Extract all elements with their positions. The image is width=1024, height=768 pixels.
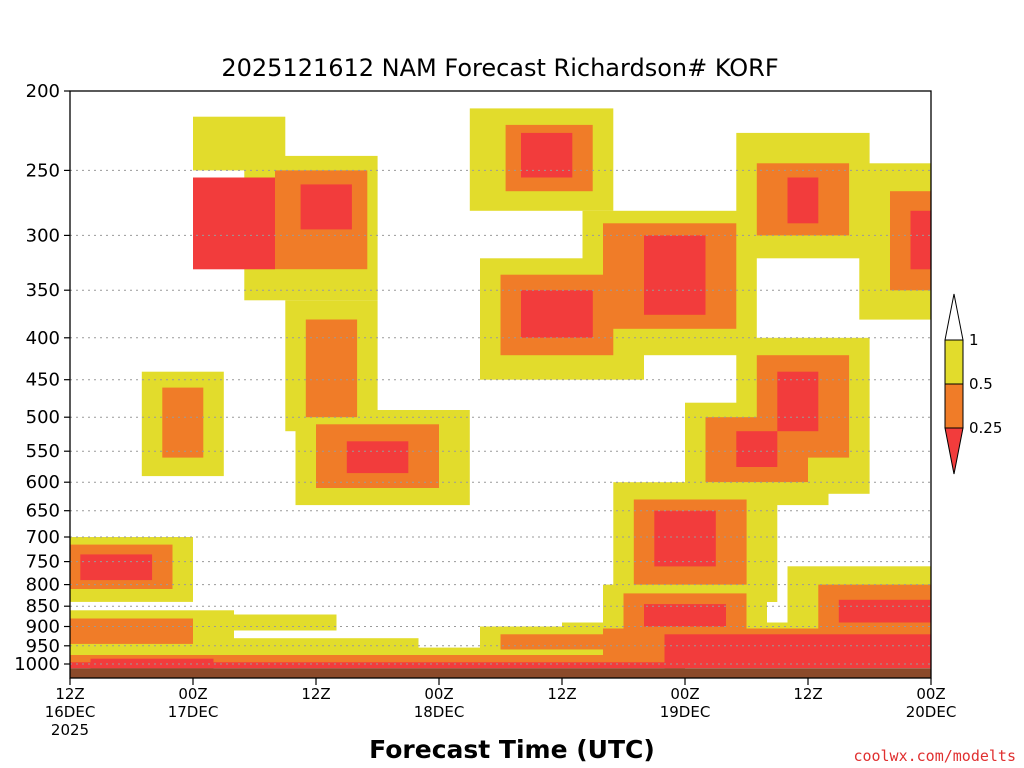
x-tick-label: 00Z	[916, 685, 945, 703]
x-tick-label: 00Z	[178, 685, 207, 703]
heatmap-cell-mid	[70, 618, 193, 644]
y-axis: 200 250 300 350 400 450 500 550 600 650 700 7508008…	[14, 81, 70, 675]
legend: 1 0.5 0.25	[944, 293, 1002, 475]
y-tick-label: 900	[26, 617, 60, 638]
heatmap-cell-low	[644, 604, 726, 627]
y-tick-label: 850	[26, 596, 60, 617]
legend-level-label: 0.5	[969, 375, 993, 393]
x-tick-label: 20DEC	[906, 703, 957, 721]
y-tick-label: 250	[26, 160, 60, 181]
credit-text: coolwx.com/modelts	[853, 747, 1016, 765]
y-tick-label: 550	[26, 441, 60, 462]
legend-swatch-0.5-1	[944, 339, 964, 385]
x-tick-label: 00Z	[424, 685, 453, 703]
y-tick-label: 200	[26, 81, 60, 102]
heatmap-cell-low	[664, 634, 931, 669]
y-tick-label: 700	[26, 527, 60, 548]
legend-swatch-below-0.25	[944, 427, 964, 475]
heatmap-cell-low	[777, 371, 819, 432]
x-tick-label: 12Z	[55, 685, 84, 703]
heatmap-cell-mid	[305, 319, 358, 418]
heatmap-cell-low	[90, 658, 214, 669]
plot-frame	[69, 90, 932, 679]
chart-title: 2025121612 NAM Forecast Richardson# KORF	[221, 54, 778, 82]
ground-fill	[70, 668, 931, 678]
y-tick-label: 1000	[14, 654, 60, 675]
x-tick-label: 12Z	[547, 685, 576, 703]
heatmap-cell-low	[838, 599, 931, 623]
y-tick-label: 400	[26, 328, 60, 349]
y-tick-label: 650	[26, 501, 60, 522]
x-tick-label: 2025	[51, 721, 89, 739]
heatmap-cell-low	[787, 177, 819, 224]
x-tick-label: 17DEC	[168, 703, 219, 721]
heatmap-cell-mid	[162, 387, 204, 458]
ground-band	[70, 668, 931, 678]
heatmap-cell-mid	[70, 655, 685, 663]
heatmap-cell-low	[654, 510, 716, 567]
legend-swatch-0.25-0.5	[944, 383, 964, 429]
plot-area: 200 250 300 350 400 450 500 550 600 650 700 7508008…	[14, 81, 956, 739]
y-tick-label: 800	[26, 575, 60, 596]
x-tick-label: 00Z	[670, 685, 699, 703]
y-tick-label: 450	[26, 370, 60, 391]
legend-level-label: 0.25	[969, 419, 1002, 437]
y-tick-label: 750	[26, 552, 60, 573]
heatmap-cell-low	[910, 210, 931, 270]
heatmap-cell-low	[521, 290, 593, 338]
x-tick-label: 16DEC	[45, 703, 96, 721]
x-tick-label: 18DEC	[414, 703, 465, 721]
y-tick-label: 350	[26, 280, 60, 301]
heatmap-cell-low	[193, 177, 275, 270]
y-tick-label: 950	[26, 636, 60, 657]
heatmap-cell-mid	[500, 634, 603, 650]
x-tick-label: 12Z	[301, 685, 330, 703]
heatmap-field	[70, 108, 931, 669]
heatmap-cell-low	[300, 184, 352, 230]
x-tick-label: 12Z	[793, 685, 822, 703]
y-tick-label: 600	[26, 472, 60, 493]
legend-level-label: 1	[969, 331, 979, 349]
heatmap-cell-low	[70, 662, 685, 669]
x-axis-label: Forecast Time (UTC)	[369, 735, 655, 764]
y-tick-label: 500	[26, 407, 60, 428]
x-tick-label: 19DEC	[660, 703, 711, 721]
y-tick-label: 300	[26, 225, 60, 246]
heatmap-cell-low	[80, 554, 153, 581]
heatmap-cell-low	[644, 235, 706, 315]
heatmap-cell-low	[736, 431, 778, 467]
heatmap-cell-low	[346, 441, 409, 474]
heatmap-cell-low	[521, 132, 573, 178]
heatmap-cell-high	[193, 116, 286, 171]
heatmap-cell-high	[70, 647, 685, 657]
